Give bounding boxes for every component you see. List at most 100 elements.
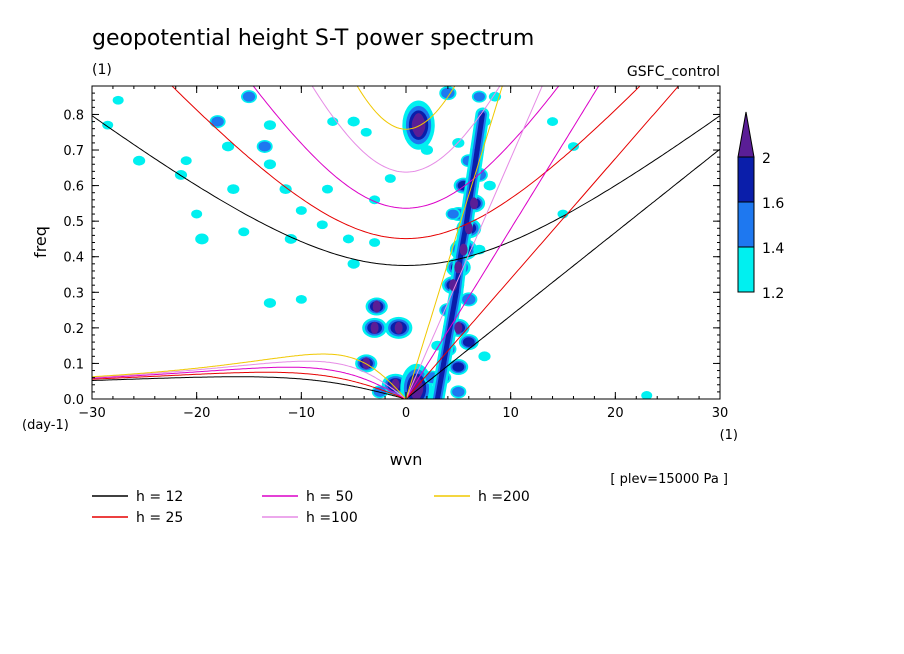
power-blob xyxy=(180,156,192,166)
power-contour xyxy=(195,233,209,245)
power-blob xyxy=(295,295,307,304)
legend: h = 12 h = 25 h = 50 h =100 h =200 xyxy=(92,489,530,526)
power-blob xyxy=(322,184,333,194)
y-tick-label: 0.7 xyxy=(63,144,84,159)
power-blob xyxy=(195,233,209,245)
legend-label: h = 50 xyxy=(306,489,353,505)
power-contour xyxy=(316,220,328,230)
power-blob xyxy=(241,90,257,104)
x-axis-label: wvn xyxy=(390,450,423,469)
power-contour xyxy=(295,295,307,304)
y-unit-label: (day-1) xyxy=(22,418,69,433)
power-blob xyxy=(360,127,372,137)
power-blob xyxy=(369,195,381,205)
power-contour xyxy=(347,116,360,127)
y-tick-label: 0.1 xyxy=(63,357,84,372)
rossby-curve xyxy=(92,376,407,399)
level-label: [ plev=15000 Pa ] xyxy=(610,472,728,487)
power-contour xyxy=(342,234,354,244)
power-blob xyxy=(471,90,487,103)
power-core xyxy=(394,321,403,334)
rossby-curve xyxy=(92,360,407,399)
power-blob xyxy=(191,209,203,219)
kelvin-curve xyxy=(405,86,503,399)
colorbar-band-1-4 xyxy=(737,201,755,248)
power-blob xyxy=(347,258,360,269)
power-contour xyxy=(327,117,339,126)
power-core xyxy=(391,378,400,391)
y-tick-label: 0.0 xyxy=(63,393,84,408)
power-contour xyxy=(242,91,256,102)
power-blob xyxy=(263,298,277,308)
power-blob xyxy=(102,120,114,130)
power-core xyxy=(454,261,463,274)
y-tick-label: 0.6 xyxy=(63,180,84,195)
power-blob xyxy=(238,227,250,237)
power-core xyxy=(370,321,379,334)
power-core xyxy=(412,113,425,138)
axis-ticks: −30 −20 −10 0 10 20 30 0.0 0.1 0.2 0.3 0.4 0.5 0.6 0.7… xyxy=(63,85,728,421)
power-contour xyxy=(227,184,240,195)
colorbar-triangle xyxy=(737,111,755,158)
legend-label: h =200 xyxy=(478,489,530,505)
units-label: (1) xyxy=(92,62,112,78)
power-contour xyxy=(420,145,434,155)
power-contour xyxy=(462,337,475,347)
power-blob xyxy=(450,385,467,399)
power-blob xyxy=(227,184,240,195)
inertia-gravity-curve xyxy=(252,86,560,209)
power-blob xyxy=(445,208,461,221)
power-blob xyxy=(327,117,339,126)
x-unit-label: (1) xyxy=(720,428,738,443)
power-blob xyxy=(316,220,328,230)
power-blob xyxy=(221,141,235,152)
power-contour xyxy=(452,362,465,372)
power-contour xyxy=(567,142,579,151)
power-core xyxy=(464,222,473,235)
power-contour xyxy=(102,120,114,130)
legend-label: h = 12 xyxy=(136,489,183,505)
power-blob xyxy=(256,139,273,153)
power-contour xyxy=(452,386,465,397)
power-contour xyxy=(483,180,496,191)
power-contour xyxy=(133,155,146,166)
power-contour xyxy=(462,294,476,305)
power-ridge xyxy=(474,111,485,153)
inertia-gravity-curve xyxy=(92,115,720,266)
power-ridge xyxy=(447,289,459,331)
x-tick-label: 0 xyxy=(402,406,410,421)
power-blob xyxy=(279,184,292,195)
power-core xyxy=(470,197,479,210)
dispersion-curves xyxy=(92,86,720,399)
power-contour xyxy=(447,209,459,219)
power-core xyxy=(449,279,458,292)
power-contour xyxy=(112,95,124,105)
power-contour xyxy=(322,184,333,194)
power-core xyxy=(372,300,381,313)
power-contour xyxy=(258,141,271,152)
x-tick-label: 20 xyxy=(607,406,624,421)
power-contour xyxy=(360,127,372,137)
power-blob xyxy=(133,155,146,166)
power-blob xyxy=(112,95,124,105)
power-contour xyxy=(263,298,277,308)
power-blob xyxy=(458,334,479,351)
power-blob xyxy=(369,238,381,247)
power-blob xyxy=(347,116,360,127)
power-contour xyxy=(263,159,277,170)
power-blob xyxy=(448,358,469,375)
kelvin-curve xyxy=(405,86,543,399)
rossby-curve xyxy=(92,371,407,399)
y-tick-label: 0.2 xyxy=(63,322,84,337)
power-contour xyxy=(369,238,381,247)
power-contour xyxy=(478,351,491,362)
power-blob xyxy=(567,142,579,151)
y-axis-label: freq xyxy=(31,226,50,258)
colorbar-label: 2 xyxy=(762,151,771,167)
power-contour xyxy=(441,87,455,99)
power-blob xyxy=(641,391,653,399)
power-contour xyxy=(295,206,307,215)
colorbar-band-1-6 xyxy=(737,156,755,203)
power-contour xyxy=(347,258,360,269)
power-contour xyxy=(284,234,297,244)
